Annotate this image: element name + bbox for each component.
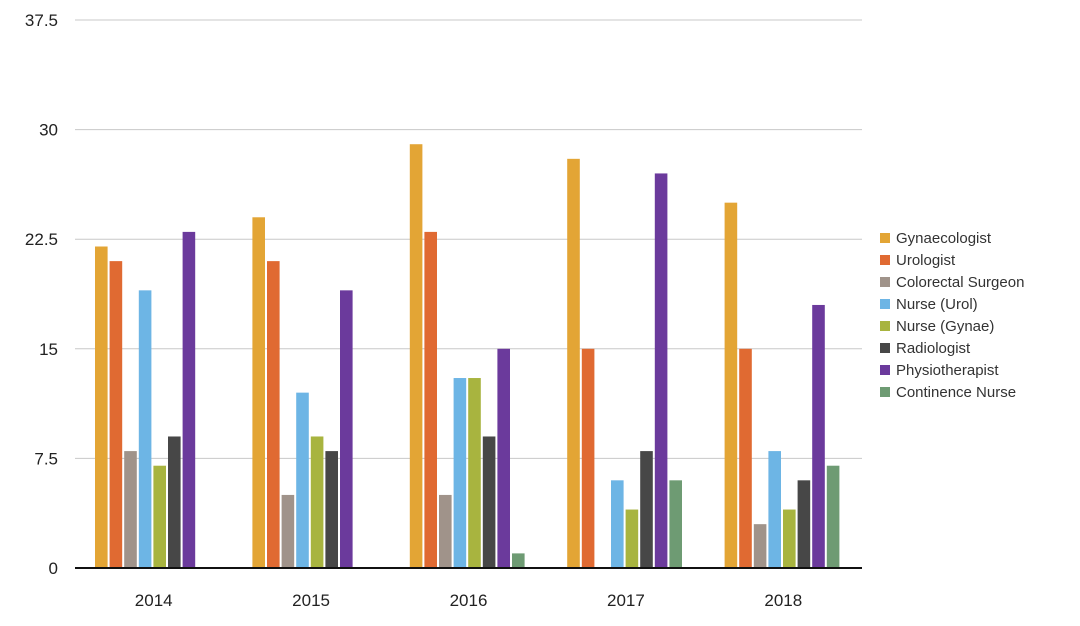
bar-urologist-2017 [581,348,595,568]
x-axis-ticks: 2014 2015 2016 2017 2018 [135,591,802,610]
legend-label: Continence Nurse [896,384,1016,401]
legend-label: Nurse (Gynae) [896,318,994,335]
bar-colorectal-surgeon-2015 [281,494,295,568]
bar-urologist-2016 [424,231,437,569]
legend-swatch [880,321,890,331]
bar-urologist-2014 [109,261,123,568]
bar-radiologist-2016 [482,436,496,568]
legend-label: Gynaecologist [896,230,992,247]
bar-radiologist-2014 [168,436,181,568]
bar-continence-nurse-2017 [669,480,682,568]
legend-item: Nurse (Gynae) [880,318,994,335]
legend-label: Urologist [896,252,956,269]
bar-colorectal-surgeon-2018 [753,524,767,568]
legend-swatch [880,299,890,309]
bar-continence-nurse-2016 [512,553,525,568]
legend: Gynaecologist Urologist Colorectal Surgeon… [880,230,1024,401]
bar-radiologist-2017 [640,451,653,568]
legend-item: Physiotherapist [880,362,999,379]
bar-nurse-gynae-2016 [468,378,481,568]
legend-item: Colorectal Surgeon [880,274,1024,291]
bar-physiotherapist-2015 [340,290,353,568]
bar-nurse-urol-2016 [453,378,467,568]
y-axis-ticks: 0 7.5 15 22.5 30 37.5 [25,11,58,578]
legend-item: Nurse (Urol) [880,296,978,313]
x-tick-label: 2018 [764,591,802,610]
bar-colorectal-surgeon-2016 [439,494,452,568]
legend-label: Radiologist [896,340,971,357]
bar-physiotherapist-2016 [497,348,510,568]
bar-radiologist-2018 [797,480,811,568]
bar-continence-nurse-2018 [826,465,840,568]
legend-item: Gynaecologist [880,230,992,247]
bar-nurse-gynae-2015 [310,436,324,568]
bar-physiotherapist-2017 [654,173,668,568]
y-tick-label: 22.5 [25,230,58,249]
x-tick-label: 2017 [607,591,645,610]
bar-physiotherapist-2014 [182,231,196,569]
bar-nurse-urol-2014 [138,290,152,568]
legend-label: Physiotherapist [896,362,999,379]
y-tick-label: 7.5 [34,449,58,468]
legend-swatch [880,255,890,265]
legend-swatch [880,387,890,397]
legend-swatch [880,277,890,287]
legend-swatch [880,365,890,375]
bar-gynaecologist-2015 [252,217,265,568]
bar-urologist-2018 [739,348,752,568]
legend-label: Nurse (Urol) [896,296,978,313]
bar-gynaecologist-2018 [724,202,738,568]
bar-gynaecologist-2016 [409,144,423,569]
legend-item: Radiologist [880,340,971,357]
bar-nurse-urol-2018 [768,451,781,568]
bar-nurse-gynae-2017 [625,509,639,568]
bar-nurse-gynae-2018 [783,509,796,568]
bar-nurse-urol-2017 [611,480,624,568]
bar-colorectal-surgeon-2014 [124,451,137,568]
legend-swatch [880,233,890,243]
bar-radiologist-2015 [325,451,338,568]
y-tick-label: 0 [49,559,58,578]
x-tick-label: 2016 [450,591,488,610]
bar-physiotherapist-2018 [812,304,825,568]
legend-item: Urologist [880,252,956,269]
y-tick-label: 30 [39,121,58,140]
legend-item: Continence Nurse [880,384,1016,401]
bar-gynaecologist-2014 [95,246,108,569]
bar-nurse-gynae-2014 [153,465,166,568]
bars [95,144,840,569]
x-tick-label: 2014 [135,591,173,610]
y-tick-label: 37.5 [25,11,58,30]
bar-urologist-2015 [267,261,280,568]
bar-nurse-urol-2015 [296,392,309,568]
legend-swatch [880,343,890,353]
bar-gynaecologist-2017 [567,158,580,568]
y-tick-label: 15 [39,340,58,359]
legend-label: Colorectal Surgeon [896,274,1024,291]
x-tick-label: 2015 [292,591,330,610]
